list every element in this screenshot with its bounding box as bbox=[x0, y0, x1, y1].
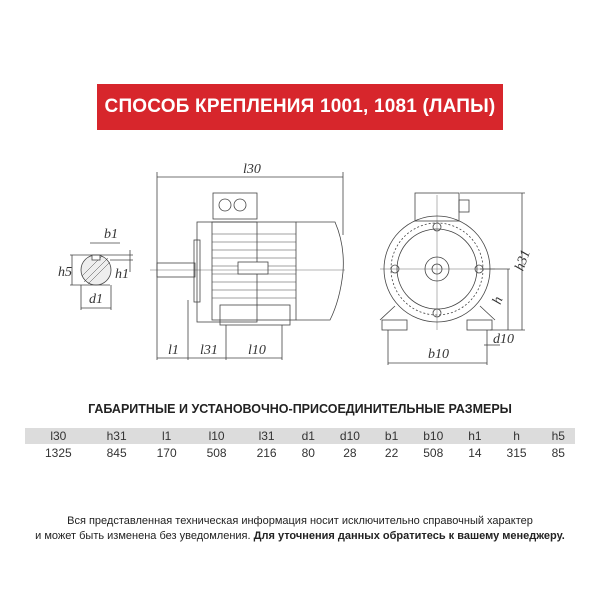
table-title: ГАБАРИТНЫЕ И УСТАНОВОЧНО-ПРИСОЕДИНИТЕЛЬН… bbox=[88, 402, 512, 416]
header-cell: d1 bbox=[291, 428, 325, 444]
header-cell: h bbox=[491, 428, 542, 444]
header-cell: l1 bbox=[141, 428, 192, 444]
value-cell: 845 bbox=[106, 445, 127, 460]
header-cell: l30 bbox=[25, 428, 92, 444]
header-cell: d10 bbox=[324, 428, 375, 444]
value-cell: 28 bbox=[343, 445, 357, 460]
label-l10: l10 bbox=[248, 343, 266, 358]
label-h: h bbox=[490, 295, 506, 307]
motor-side-view bbox=[150, 172, 345, 360]
value-cell: 85 bbox=[551, 445, 565, 460]
note-line-1: Вся представленная техническая информаци… bbox=[67, 515, 533, 527]
table-row: 1325 845 170 508 216 80 28 22 508 14 315… bbox=[25, 444, 575, 461]
value-cell: 170 bbox=[156, 445, 177, 460]
shaft-cross-section bbox=[70, 242, 133, 310]
dimensions-table: l30 h31 l1 l10 l31 d1 d10 b1 b10 h1 h h5… bbox=[25, 428, 575, 461]
header-cell: h5 bbox=[541, 428, 575, 444]
header-cell: h31 bbox=[91, 428, 142, 444]
label-d1: d1 bbox=[89, 292, 103, 307]
value-cell: 1325 bbox=[44, 445, 72, 460]
label-l31: l31 bbox=[200, 343, 218, 358]
header-cell: l31 bbox=[241, 428, 292, 444]
label-h1: h1 bbox=[115, 267, 129, 282]
header-cell: b1 bbox=[374, 428, 409, 444]
header-cell: h1 bbox=[458, 428, 492, 444]
header-cell: l10 bbox=[191, 428, 242, 444]
value-cell: 216 bbox=[256, 445, 277, 460]
page-title-banner: СПОСОБ КРЕПЛЕНИЯ 1001, 1081 (ЛАПЫ) bbox=[97, 84, 503, 130]
label-d10: d10 bbox=[493, 332, 514, 347]
label-l1: l1 bbox=[168, 343, 179, 358]
label-b1: b1 bbox=[104, 227, 118, 242]
value-cell: 14 bbox=[468, 445, 482, 460]
page-title: СПОСОБ КРЕПЛЕНИЯ 1001, 1081 (ЛАПЫ) bbox=[104, 96, 496, 117]
label-b10: b10 bbox=[428, 347, 449, 362]
label-h5: h5 bbox=[58, 265, 72, 280]
value-cell: 508 bbox=[206, 445, 227, 460]
value-cell: 508 bbox=[423, 445, 444, 460]
motor-dimension-drawing: b1 h5 h1 d1 l30 l1 l31 l10 bbox=[58, 162, 534, 365]
label-l30: l30 bbox=[243, 162, 261, 177]
table-header-row: l30 h31 l1 l10 l31 d1 d10 b1 b10 h1 h h5 bbox=[25, 428, 575, 444]
value-cell: 315 bbox=[506, 445, 527, 460]
note-line-2-bold: Для уточнения данных обратитесь к вашему… bbox=[253, 530, 565, 542]
value-cell: 80 bbox=[301, 445, 315, 460]
disclaimer-note: Вся представленная техническая информаци… bbox=[0, 514, 600, 544]
value-cell: 22 bbox=[384, 445, 399, 460]
label-h31: h31 bbox=[513, 248, 534, 273]
motor-front-view bbox=[379, 192, 525, 365]
header-cell: b10 bbox=[408, 428, 459, 444]
note-line-2: и может быть изменена без уведомления. bbox=[35, 530, 251, 542]
